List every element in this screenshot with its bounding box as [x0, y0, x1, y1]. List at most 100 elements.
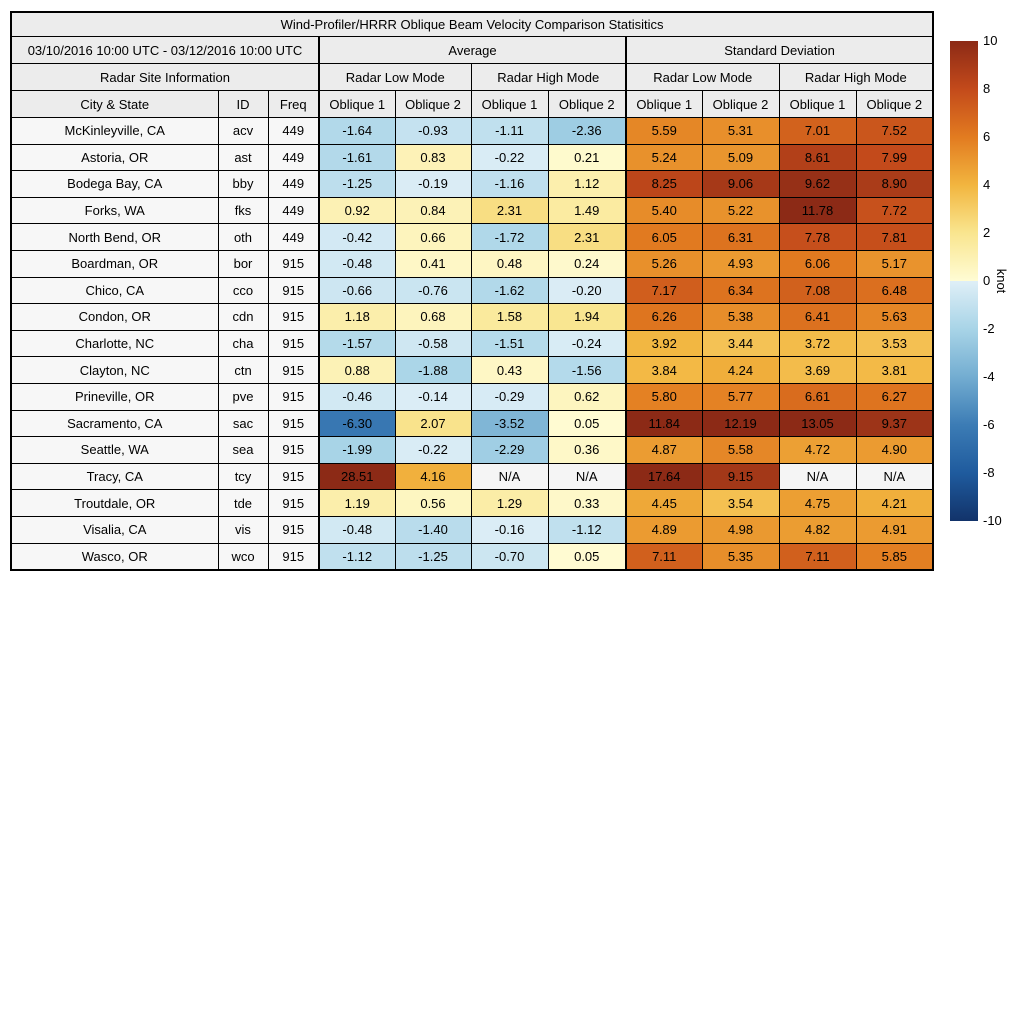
value-cell: -1.11 — [470, 117, 549, 145]
value-cell: 7.11 — [625, 542, 703, 571]
city-cell: Prineville, OR — [10, 382, 219, 411]
value-cell: -0.24 — [547, 329, 627, 358]
freq-cell: 915 — [267, 276, 320, 305]
table-row: Charlotte, NC cha 915 -1.57 -0.58 -1.51 -0.24 3… — [10, 329, 934, 358]
col-header-oblique: Oblique 2 — [547, 90, 627, 118]
value-cell: -1.99 — [318, 436, 396, 464]
mode-header-std-high: Radar High Mode — [778, 63, 934, 91]
value-cell: 9.15 — [701, 462, 780, 491]
value-cell: 2.31 — [470, 196, 549, 225]
value-cell: 2.31 — [547, 223, 627, 251]
value-cell: 5.26 — [625, 249, 703, 278]
value-cell: 5.17 — [855, 249, 934, 278]
table-row: Tracy, CA tcy 915 28.51 4.16 N/A N/A 17.64 9.15 N… — [10, 462, 934, 491]
value-cell: 7.11 — [778, 542, 857, 571]
value-cell: 0.66 — [394, 223, 472, 251]
value-cell: 0.84 — [394, 196, 472, 225]
value-cell: 0.62 — [547, 382, 627, 411]
table-row: Boardman, OR bor 915 -0.48 0.41 0.48 0.24 5.26 4… — [10, 249, 934, 278]
value-cell: 4.87 — [625, 436, 703, 464]
value-cell: 4.93 — [701, 249, 780, 278]
colorbar-tick-label: 10 — [983, 33, 998, 48]
value-cell: 1.12 — [547, 170, 627, 198]
value-cell: 12.19 — [701, 409, 780, 438]
mode-header-avg-low: Radar Low Mode — [318, 63, 472, 91]
value-cell: 11.78 — [778, 196, 857, 225]
value-cell: -1.25 — [318, 170, 396, 198]
city-cell: McKinleyville, CA — [10, 117, 219, 145]
value-cell: -1.56 — [547, 356, 627, 384]
value-cell: -0.19 — [394, 170, 472, 198]
freq-cell: 915 — [267, 303, 320, 331]
value-cell: 0.41 — [394, 249, 472, 278]
freq-cell: 449 — [267, 143, 320, 172]
value-cell: 1.58 — [470, 303, 549, 331]
value-cell: 4.89 — [625, 515, 703, 544]
value-cell: -0.22 — [394, 436, 472, 464]
value-cell: N/A — [778, 462, 857, 491]
value-cell: -1.62 — [470, 276, 549, 305]
table-title: Wind-Profiler/HRRR Oblique Beam Velocity… — [10, 11, 934, 37]
table-row: Wasco, OR wco 915 -1.12 -1.25 -0.70 0.05 7.11 5.… — [10, 542, 934, 571]
value-cell: 0.21 — [547, 143, 627, 172]
table-body: McKinleyville, CA acv 449 -1.64 -0.93 -1.11 -2… — [10, 117, 934, 571]
value-cell: 8.25 — [625, 170, 703, 198]
freq-cell: 915 — [267, 409, 320, 438]
city-cell: Chico, CA — [10, 276, 219, 305]
value-cell: 5.24 — [625, 143, 703, 172]
colorbar-tick-label: -2 — [983, 321, 995, 336]
value-cell: 0.33 — [547, 489, 627, 517]
value-cell: 4.24 — [701, 356, 780, 384]
value-cell: 6.34 — [701, 276, 780, 305]
table-row: McKinleyville, CA acv 449 -1.64 -0.93 -1.11 -2… — [10, 117, 934, 145]
value-cell: 4.75 — [778, 489, 857, 517]
city-cell: Forks, WA — [10, 196, 219, 225]
id-cell: fks — [217, 196, 269, 225]
col-header-oblique: Oblique 1 — [778, 90, 857, 118]
city-cell: Wasco, OR — [10, 542, 219, 571]
id-cell: ast — [217, 143, 269, 172]
id-cell: wco — [217, 542, 269, 571]
col-header-oblique: Oblique 1 — [470, 90, 549, 118]
value-cell: 4.98 — [701, 515, 780, 544]
colorbar-gradient — [950, 41, 978, 521]
table-row: Bodega Bay, CA bby 449 -1.25 -0.19 -1.16 1.12 8… — [10, 170, 934, 198]
table-row: Sacramento, CA sac 915 -6.30 2.07 -3.52 0.05 11… — [10, 409, 934, 438]
col-header-oblique: Oblique 2 — [701, 90, 780, 118]
value-cell: 6.41 — [778, 303, 857, 331]
value-cell: 1.18 — [318, 303, 396, 331]
id-cell: vis — [217, 515, 269, 544]
colorbar: 10 8 6 4 2 0 -2 -4 -6 -8 -10 knot — [950, 33, 1024, 528]
value-cell: -1.12 — [318, 542, 396, 571]
table-row: Chico, CA cco 915 -0.66 -0.76 -1.62 -0.20 7.17 6… — [10, 276, 934, 305]
id-cell: tde — [217, 489, 269, 517]
title-row: Wind-Profiler/HRRR Oblique Beam Velocity… — [10, 11, 934, 37]
city-cell: Seattle, WA — [10, 436, 219, 464]
colorbar-tick-label: -10 — [983, 513, 1002, 528]
value-cell: 17.64 — [625, 462, 703, 491]
value-cell: 5.58 — [701, 436, 780, 464]
city-cell: Astoria, OR — [10, 143, 219, 172]
col-header-city: City & State — [10, 90, 219, 118]
value-cell: 1.94 — [547, 303, 627, 331]
id-cell: cha — [217, 329, 269, 358]
date-range: 03/10/2016 10:00 UTC - 03/12/2016 10:00 … — [10, 36, 320, 64]
city-cell: North Bend, OR — [10, 223, 219, 251]
freq-cell: 915 — [267, 489, 320, 517]
id-cell: ctn — [217, 356, 269, 384]
value-cell: -0.22 — [470, 143, 549, 172]
table-row: Troutdale, OR tde 915 1.19 0.56 1.29 0.33 4.45 3… — [10, 489, 934, 517]
col-header-freq: Freq — [267, 90, 320, 118]
value-cell: 3.81 — [855, 356, 934, 384]
freq-cell: 915 — [267, 249, 320, 278]
city-cell: Tracy, CA — [10, 462, 219, 491]
value-cell: N/A — [855, 462, 934, 491]
value-cell: -2.36 — [547, 117, 627, 145]
value-cell: -0.48 — [318, 249, 396, 278]
id-cell: sac — [217, 409, 269, 438]
city-cell: Boardman, OR — [10, 249, 219, 278]
value-cell: -0.42 — [318, 223, 396, 251]
site-info-header: Radar Site Information — [10, 63, 320, 91]
mode-header-row: Radar Site Information Radar Low Mode Ra… — [10, 63, 934, 91]
value-cell: 6.05 — [625, 223, 703, 251]
